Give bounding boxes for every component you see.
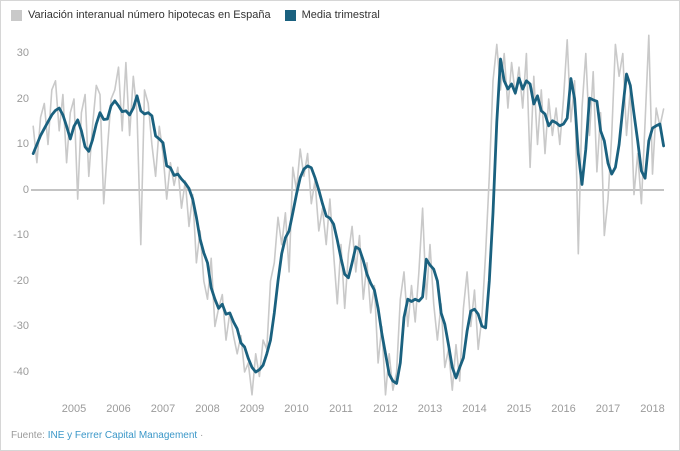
x-tick-label: 2005 xyxy=(61,403,87,415)
x-tick-label: 2010 xyxy=(284,403,309,415)
x-tick-label: 2006 xyxy=(106,403,131,415)
y-tick-label: -10 xyxy=(13,229,29,241)
legend: Variación interanual número hipotecas en… xyxy=(11,9,380,21)
source-link[interactable]: INE y Ferrer Capital Management xyxy=(47,430,198,441)
x-tick-label: 2016 xyxy=(551,403,576,415)
series-line-variacion-interanual xyxy=(32,34,665,396)
x-tick-label: 2018 xyxy=(640,403,665,415)
x-tick-label: 2011 xyxy=(329,403,353,415)
x-tick-label: 2009 xyxy=(239,403,265,415)
x-tick-label: 2015 xyxy=(506,403,532,415)
source-line: Fuente: INE y Ferrer Capital Management … xyxy=(11,430,203,441)
y-tick-label: -20 xyxy=(13,274,29,287)
x-tick-label: 2017 xyxy=(595,403,621,415)
x-tick-label: 2007 xyxy=(150,403,176,415)
y-tick-label: 0 xyxy=(22,183,29,196)
legend-item-variacion-interanual: Variación interanual número hipotecas en… xyxy=(11,9,271,21)
x-tick-label: 2013 xyxy=(417,403,443,415)
x-tick-label: 2014 xyxy=(462,403,487,415)
y-tick-label: 20 xyxy=(16,92,29,105)
y-tick-label: 30 xyxy=(16,47,29,59)
y-tick-label: -40 xyxy=(13,365,29,378)
legend-item-media-trimestral: Media trimestral xyxy=(284,9,380,21)
y-tick-label: 10 xyxy=(16,138,29,150)
source-prefix: Fuente: xyxy=(11,430,45,441)
legend-swatch-teal xyxy=(284,9,296,21)
source-bullet: · xyxy=(200,430,204,441)
legend-label: Variación interanual número hipotecas en… xyxy=(28,9,271,21)
x-tick-label: 2012 xyxy=(373,403,398,415)
legend-label: Media trimestral xyxy=(301,9,380,21)
x-tick-label: 2008 xyxy=(195,403,220,415)
series-line-media-trimestral xyxy=(31,57,665,385)
y-tick-label: -30 xyxy=(13,320,29,332)
legend-swatch-gray xyxy=(11,9,22,21)
